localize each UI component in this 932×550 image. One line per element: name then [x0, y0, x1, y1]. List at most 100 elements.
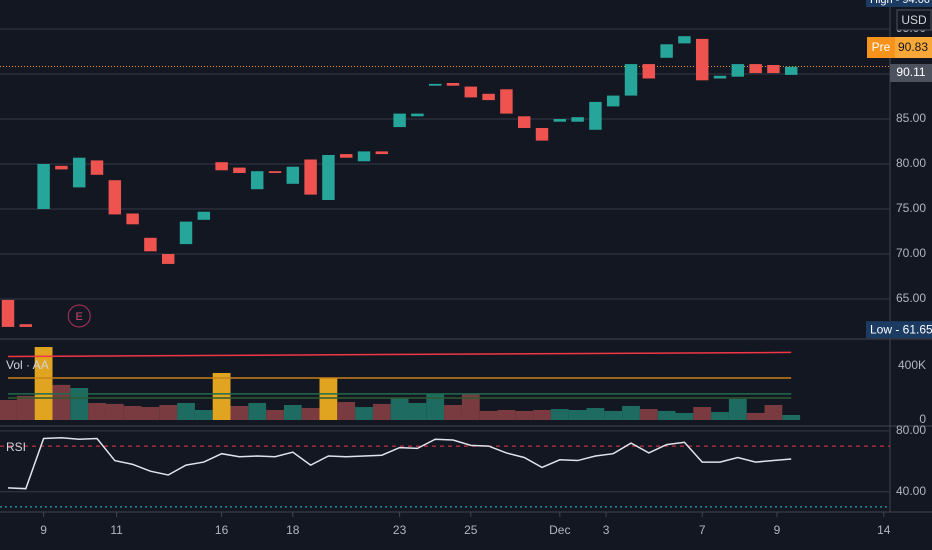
candle-body — [660, 44, 673, 58]
premarket-tag — [867, 37, 895, 58]
x-tick-label: 11 — [110, 523, 123, 537]
candle-body — [535, 127, 549, 141]
candle-body — [268, 171, 282, 174]
volume-bar — [266, 410, 284, 420]
volume-bar — [123, 405, 142, 420]
candle-body — [642, 64, 656, 79]
volume-bar — [426, 393, 445, 420]
volume-bar — [746, 412, 765, 420]
candle-body — [393, 113, 406, 128]
candle-body — [233, 167, 246, 174]
candle-body — [357, 151, 371, 162]
y-tick-label: 75.00 — [896, 201, 926, 215]
low-label: Low - 61.65 — [870, 322, 932, 336]
volume-bar — [408, 402, 427, 420]
x-tick-label: 23 — [393, 523, 407, 537]
volume-bar — [355, 407, 373, 420]
x-tick-label: 9 — [40, 523, 47, 537]
volume-bar — [675, 412, 694, 420]
currency-box — [896, 9, 932, 31]
pane-title: Vol · AA — [6, 358, 49, 372]
y-tick-label: 85.00 — [896, 111, 926, 125]
candle-body — [197, 211, 211, 220]
volume-bar — [230, 405, 249, 420]
candle-body — [482, 93, 495, 101]
candle-body — [1, 299, 15, 327]
candle-body — [749, 64, 762, 74]
candle-body — [571, 117, 584, 122]
candle-body — [767, 64, 780, 74]
y-tick-label: 70.00 — [896, 246, 926, 260]
candle-body — [713, 75, 727, 79]
volume-bar — [586, 407, 605, 420]
x-tick-label: Dec — [549, 523, 570, 537]
earnings-marker — [67, 304, 91, 328]
y-tick-label: 0 — [919, 412, 926, 426]
volume-bar — [88, 402, 106, 420]
volume-bar — [639, 409, 658, 420]
candle-body — [339, 154, 353, 158]
last-price-tag — [890, 64, 932, 83]
high-tag — [866, 0, 932, 7]
volume-bar — [568, 410, 587, 420]
x-tick-label: 7 — [699, 523, 706, 537]
candle-body — [464, 86, 478, 98]
y-tick-label: 80.00 — [896, 423, 926, 437]
candle-body — [90, 160, 104, 175]
candle-body — [446, 82, 460, 86]
candle-body — [215, 162, 228, 171]
candle-body — [55, 165, 68, 170]
volume-bar — [533, 410, 551, 420]
candle-body — [411, 113, 424, 117]
x-tick-label: 9 — [774, 523, 781, 537]
low-tag — [866, 321, 932, 339]
y-tick-label: 400K — [898, 358, 926, 372]
candle-body — [606, 95, 620, 107]
volume-bar — [212, 372, 231, 420]
volume-bar — [461, 393, 480, 420]
volume-bar — [390, 397, 409, 420]
candle-body — [161, 254, 175, 264]
volume-bar — [319, 377, 338, 420]
volume-bar — [141, 407, 160, 420]
premarket-value-tag — [895, 37, 932, 58]
volume-bar — [0, 400, 17, 420]
volume-bar — [657, 410, 676, 420]
volume-bar — [782, 415, 801, 420]
x-tick-label: 3 — [603, 523, 610, 537]
volume-bar — [622, 405, 640, 420]
x-tick-label: 18 — [286, 523, 300, 537]
candle-body — [678, 36, 691, 44]
x-tick-label: 16 — [215, 523, 229, 537]
candle-body — [72, 157, 86, 188]
candle-body — [428, 83, 442, 86]
candle-body — [553, 118, 567, 122]
candle-body — [589, 101, 602, 130]
candle-body — [37, 164, 50, 210]
volume-bar — [105, 403, 124, 420]
volume-bar — [248, 402, 267, 420]
volume-bar — [515, 410, 534, 420]
candle-body — [731, 64, 745, 77]
y-tick-label: 80.00 — [896, 156, 926, 170]
volume-bar — [497, 410, 516, 420]
volume-bar — [479, 410, 498, 420]
candle-body — [108, 180, 122, 215]
volume-bar — [764, 405, 783, 420]
candle-body — [144, 237, 157, 252]
volume-bar — [337, 402, 356, 420]
candle-body — [375, 151, 389, 155]
candle-body — [624, 64, 638, 96]
volume-bar — [283, 405, 302, 420]
candle-body — [304, 159, 317, 195]
candle-body — [784, 66, 798, 75]
candle-body — [286, 166, 300, 184]
candle-body — [517, 116, 531, 128]
earnings-label: E — [76, 311, 83, 323]
high-label: High - 94.06 — [870, 0, 930, 6]
candle-body — [500, 89, 513, 114]
volume-bar — [728, 398, 747, 420]
volume-bar — [604, 410, 623, 420]
